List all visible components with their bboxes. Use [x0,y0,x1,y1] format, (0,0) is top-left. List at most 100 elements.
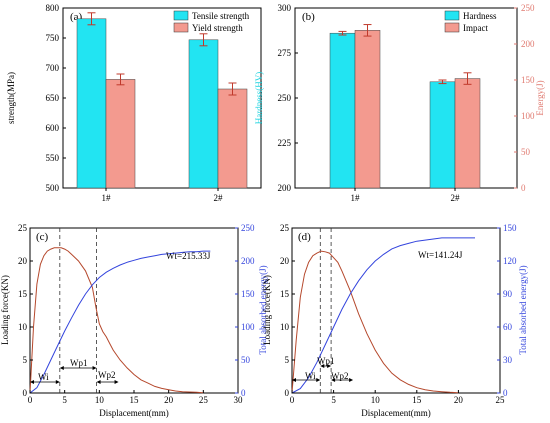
y-tick-label-right: 250 [241,223,255,233]
y-tick-label-right: 200 [241,256,255,266]
panel-c-ylabel-right: Total absorbed energy(J) [258,265,268,354]
y-tick-label-left: 0 [23,388,28,398]
legend-swatch-tensile [173,10,189,21]
panel-d-xlabel: Displacement(mm) [361,408,430,418]
force-curve [29,247,204,394]
y-tick-label-left: 10 [280,322,290,332]
x-tick-label: 0 [28,395,33,405]
y-tick-label-left: 20 [280,256,290,266]
wi-arrow-head [292,378,296,382]
y-tick-label-right: 0 [521,183,526,193]
y-tick-label-right: 50 [521,147,531,157]
legend-yield: Yield strength [192,23,243,33]
energy-curve [29,250,211,394]
wp1-arrow-head [59,366,64,370]
panel-d-frame [291,227,501,394]
y-tick-label-right: 200 [521,39,535,49]
x-tick-label: 0 [290,395,295,405]
panel-b-label: (b) [302,11,315,23]
bar-hardness-1 [329,32,356,189]
y-tick-label-left: 250 [278,93,292,103]
bar-hardness-2 [429,81,456,189]
y-tick-label-left: 25 [280,223,290,233]
x-tick-label: 2# [451,193,461,203]
x-tick-label: 15 [412,395,422,405]
bar-tensile-2 [188,39,219,189]
legend-tensile: Tensile strength [192,11,250,21]
y-tick-label-left: 225 [278,138,292,148]
wp2-arrow-head [96,380,101,384]
y-tick-label-left: 15 [280,289,290,299]
wi-arrow-head [316,378,321,382]
force-curve [291,250,459,394]
y-tick-label-right: 120 [503,256,517,266]
panel-c-xlabel: Displacement(mm) [99,408,168,418]
panel-c-wt: Wt=215.33J [166,251,211,261]
bar-yield-2 [217,88,248,189]
legend-hardness: Hardness [463,11,497,21]
y-tick-label-left: 0 [285,388,290,398]
bar-tensile-1 [76,18,107,189]
y-tick-label-left: 10 [18,322,28,332]
x-tick-label: 10 [371,395,381,405]
x-tick-label: 25 [496,395,506,405]
y-tick-label: 650 [46,93,60,103]
wp1-arrow-head [327,364,332,368]
legend-swatch-hardness [444,10,460,21]
x-tick-label: 10 [95,395,105,405]
panel-c-wi: Wi [38,372,49,382]
y-tick-label-right: 0 [241,388,246,398]
panel-c: (c) 0 5 10 15 20 25 30051015202505010015020025… [0,223,268,418]
panel-d-wt: Wt=141.24J [418,250,463,260]
panel-c-label: (c) [36,231,49,243]
panel-a-ylabel: strength(MPa) [6,72,16,124]
y-tick-label: 600 [46,123,60,133]
y-tick-label-left: 15 [18,289,28,299]
panel-b-frame [294,7,518,189]
panel-c-wp1: Wp1 [70,358,88,368]
y-tick-label-left: 275 [278,48,292,58]
panel-c-ylabel-left: Loading force(KN) [0,275,10,345]
wp1-arrow-head [92,366,97,370]
y-tick-label-right: 0 [503,388,508,398]
y-tick-label-right: 150 [241,289,255,299]
y-tick-label-left: 5 [23,355,28,365]
y-tick-label: 750 [46,33,60,43]
x-tick-label: 25 [199,395,209,405]
energy-curve [291,237,475,394]
y-tick-label-right: 250 [521,3,535,13]
x-tick-label: 5 [331,395,336,405]
y-tick-label-right: 60 [503,322,513,332]
y-tick-label-right: 30 [503,355,513,365]
wi-arrow-head [55,380,60,384]
panel-b-legend: Hardness Impact [444,10,497,33]
y-tick-label-left: 300 [278,3,292,13]
bar-impact-2 [454,78,481,189]
wp1-arrow-head [320,364,325,368]
legend-swatch-yield [173,22,189,33]
wp2-arrow-head [349,378,354,382]
y-tick-label-left: 20 [18,256,28,266]
y-tick-label-right: 90 [503,289,513,299]
panel-d-ylabel-right: Total absorbed energy(J) [518,265,528,354]
x-tick-label: 1# [351,193,361,203]
x-tick-label: 1# [102,193,112,203]
x-tick-label: 20 [164,395,174,405]
y-tick-label-left: 200 [278,183,292,193]
y-tick-label-right: 150 [503,223,517,233]
panel-a-legend: Tensile strength Yield strength [173,10,250,33]
panel-b-ylabel-right: Energy(J) [535,80,545,115]
legend-impact: Impact [463,23,488,33]
y-tick-label-right: 150 [521,75,535,85]
panel-b: (b) 200 225 250 275 300 0 50 100 150 200 250 1# 2#… [254,3,545,203]
y-tick-label-left: 5 [285,355,290,365]
y-tick-label-right: 100 [241,322,255,332]
x-tick-label: 2# [214,193,224,203]
panel-d-label: (d) [298,231,311,243]
panel-d-wi: Wi [305,371,316,381]
x-tick-label: 20 [454,395,464,405]
y-tick-label: 800 [46,3,60,13]
panel-d-ylabel-left: Loading force(KN) [262,275,272,345]
